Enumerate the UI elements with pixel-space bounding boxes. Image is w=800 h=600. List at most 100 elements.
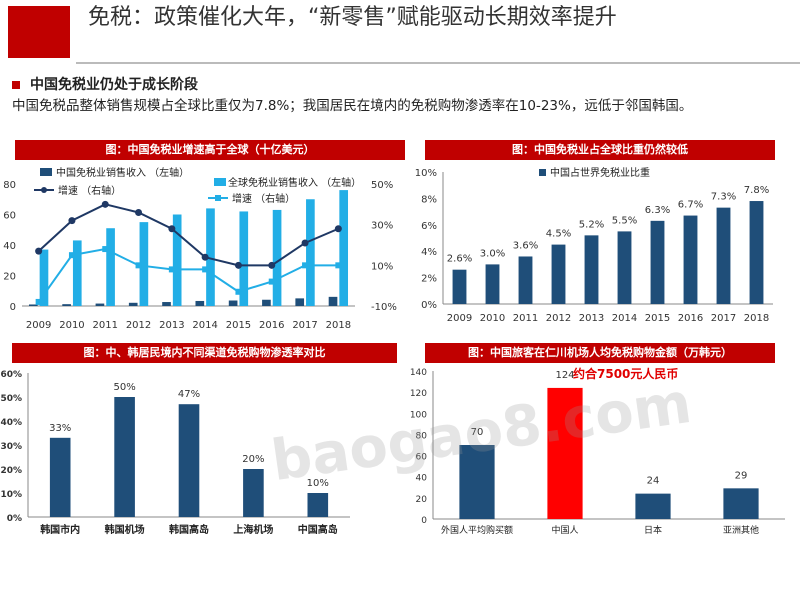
chart2-banner: 图：中国免税业占全球比重仍然较低 [425, 140, 775, 160]
china-growth-point [201, 253, 209, 261]
penetration-bar [49, 437, 71, 517]
china-sales-bar [295, 298, 305, 306]
legend-marker-global-growth [215, 195, 221, 201]
x-tick-label: 2012 [126, 320, 151, 331]
y-tick-label: 10% [0, 490, 22, 500]
share-bar [650, 220, 665, 304]
y-tick-label: 50% [0, 394, 22, 404]
y-tick-label: 60% [0, 370, 22, 380]
spend-bar [635, 493, 671, 519]
chart4-per-capita: 0 20 40 60 80 100 120 140 70 外国人平均购买额 124 中国人 24 日本 29… [410, 366, 785, 536]
china-growth-point [301, 239, 309, 247]
legend-label-china-sales: 中国免税业销售收入 （左轴） [56, 166, 189, 179]
share-bar [584, 235, 599, 304]
china-sales-bar [62, 304, 71, 306]
legend-swatch-global-sales [214, 178, 226, 186]
china-sales-bar [195, 300, 205, 306]
legend-label-share: 中国占世界免税业比重 [550, 166, 650, 179]
share-bar [452, 269, 467, 304]
section-heading-text: 中国免税业仍处于成长阶段 [30, 77, 198, 93]
x-tick-label: 2014 [192, 320, 217, 331]
x-tick-label: 2012 [546, 313, 571, 324]
y-left-tick-label: 40 [3, 241, 16, 252]
share-bar [617, 231, 632, 304]
china-sales-bar [28, 304, 38, 306]
global-sales-bar [206, 208, 215, 306]
global-sales-bar [139, 222, 149, 306]
x-tick-label: 2017 [292, 320, 317, 331]
penetration-bar [178, 404, 200, 517]
title-underline [76, 62, 800, 64]
spend-annotation: 约合7500元人民币 [573, 366, 678, 381]
share-data-label: 2.6% [447, 254, 472, 265]
x-tick-label: 2017 [711, 313, 736, 324]
china-growth-point [268, 261, 276, 269]
china-growth-point [68, 217, 76, 225]
spend-bar [547, 387, 583, 519]
x-tick-label: 中国人 [551, 524, 578, 536]
x-tick-label: 韩国高岛 [169, 523, 209, 536]
share-bar [518, 256, 533, 304]
x-tick-label: 2011 [513, 313, 538, 324]
global-growth-point [335, 262, 342, 269]
y-tick-label: 40% [0, 418, 22, 428]
x-tick-label: 中国高岛 [298, 523, 338, 536]
global-sales-bar [172, 214, 182, 306]
page-title: 免税：政策催化大年，“新零售”赋能驱动长期效率提升 [88, 5, 617, 30]
china-growth-line [37, 203, 339, 267]
global-sales-bar [239, 211, 249, 306]
share-data-label: 6.7% [678, 200, 703, 211]
x-tick-label: 2010 [59, 320, 84, 331]
y-tick-label: 20% [0, 466, 22, 476]
share-data-label: 5.2% [579, 219, 604, 230]
penetration-data-label: 50% [113, 382, 135, 393]
global-sales-bar [72, 240, 82, 306]
global-growth-point [102, 246, 109, 253]
global-growth-point [135, 262, 142, 269]
chart3-banner: 图：中、韩居民境内不同渠道免税购物渗透率对比 [12, 343, 397, 363]
x-tick-label: 2016 [259, 320, 284, 331]
spend-data-label: 70 [471, 427, 484, 438]
x-tick-label: 2015 [645, 313, 670, 324]
y-tick-label: 30% [0, 442, 22, 452]
global-sales-bar [272, 209, 282, 306]
china-sales-bar [328, 296, 338, 306]
china-growth-point [168, 225, 176, 233]
y-tick-label: 100 [410, 410, 427, 420]
y-tick-label: 140 [410, 368, 427, 378]
china-growth-point [234, 261, 242, 269]
x-tick-label: 日本 [644, 524, 662, 536]
share-data-label: 7.3% [711, 192, 736, 203]
china-sales-bar [262, 299, 271, 306]
penetration-data-label: 47% [178, 389, 200, 400]
x-tick-label: 亚洲其他 [723, 524, 759, 536]
china-growth-point [135, 208, 143, 216]
china-sales-bar [95, 303, 105, 306]
global-growth-point [302, 262, 309, 269]
spend-data-label: 24 [647, 476, 660, 487]
share-data-label: 6.3% [645, 205, 670, 216]
chart2-share: 0% 2% 4% 6% 8% 10% 2.6% 2009 3.0% 2010 3.6% 2011 4.5… [415, 166, 773, 324]
global-sales-bar [339, 190, 349, 306]
share-data-label: 7.8% [744, 185, 769, 196]
legend-label-global-sales: 全球免税业销售收入 （左轴） [228, 176, 361, 189]
y-tick-label: 0% [7, 514, 22, 524]
spend-data-label: 29 [735, 470, 748, 481]
chart1-growth: 0 20 40 60 80 -10% 10% 30% 50% 2009 2010 2011 2012 20… [3, 166, 397, 331]
china-sales-bar [162, 302, 171, 306]
y-tick-label: 8% [421, 194, 437, 205]
y-right-tick-label: 50% [371, 180, 393, 191]
y-tick-label: 6% [421, 221, 437, 232]
x-tick-label: 2013 [159, 320, 184, 331]
share-bar [683, 215, 698, 304]
global-growth-point [202, 266, 209, 273]
penetration-data-label: 33% [49, 423, 71, 434]
x-tick-label: 上海机场 [233, 523, 273, 536]
x-tick-label: 2009 [447, 313, 472, 324]
global-growth-line [37, 248, 339, 303]
global-growth-point [168, 266, 175, 273]
chart4-banner: 图：中国旅客在仁川机场人均免税购物金额（万韩元） [425, 343, 775, 363]
share-bar [749, 201, 764, 304]
x-tick-label: 2010 [480, 313, 505, 324]
global-growth-point [235, 288, 242, 295]
